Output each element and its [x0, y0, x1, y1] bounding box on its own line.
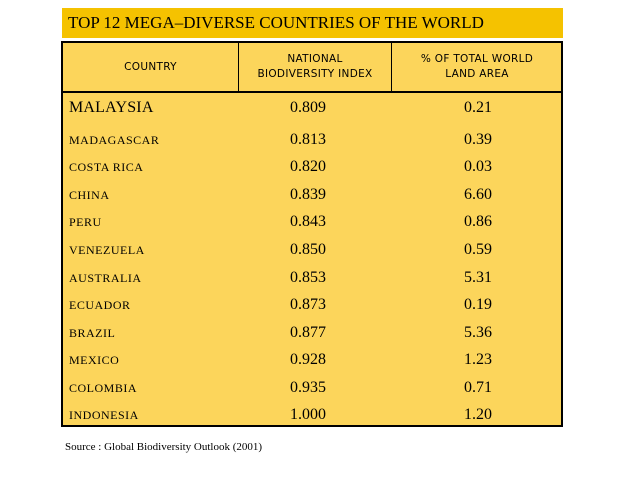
land-area-cell: 6.60: [464, 186, 492, 203]
biodiversity-index-cell: 1.000: [290, 406, 326, 423]
header-country: COUNTRY: [124, 60, 177, 73]
header-biodiversity-index: NATIONAL BIODIVERSITY INDEX: [239, 43, 391, 91]
table-row: ECUADOR 0.873 0.19: [63, 291, 561, 319]
country-cell: PERU: [69, 214, 102, 229]
land-area-cell: 1.23: [464, 351, 492, 368]
table-row: CHINA 0.839 6.60: [63, 181, 561, 209]
country-cell: CHINA: [69, 187, 110, 202]
biodiversity-index-cell: 0.813: [290, 131, 326, 148]
header-land-area-line2: LAND AREA: [445, 68, 509, 80]
header-land-area-line1: % OF TOTAL WORLD: [420, 53, 534, 65]
table-row: MEXICO 0.928 1.23: [63, 346, 561, 374]
table-row: BRAZIL 0.877 5.36: [63, 319, 561, 347]
table-row: PERU 0.843 0.86: [63, 208, 561, 236]
country-cell: MEXICO: [69, 352, 120, 367]
biodiversity-index-cell: 0.928: [290, 351, 326, 368]
biodiversity-index-cell: 0.853: [290, 269, 326, 286]
land-area-cell: 0.19: [464, 296, 492, 313]
land-area-cell: 0.59: [464, 241, 492, 258]
biodiversity-index-cell: 0.839: [290, 186, 326, 203]
biodiversity-index-cell: 0.850: [290, 241, 326, 258]
land-area-cell: 0.71: [464, 379, 492, 396]
land-area-cell: 0.86: [464, 213, 492, 230]
table-row: COSTA RICA 0.820 0.03: [63, 153, 561, 181]
land-area-cell: 5.36: [464, 324, 492, 341]
country-cell: AUSTRALIA: [69, 270, 142, 285]
country-cell: COSTA RICA: [69, 159, 144, 174]
header-separator: [63, 91, 561, 93]
page-title: TOP 12 MEGA–DIVERSE COUNTRIES OF THE WOR…: [68, 13, 484, 32]
table-row: INDONESIA 1.000 1.20: [63, 401, 561, 429]
country-cell: MALAYSIA: [69, 99, 154, 116]
country-cell: MADAGASCAR: [69, 132, 160, 147]
header-biodiversity-line1: NATIONAL: [287, 53, 343, 65]
land-area-cell: 0.03: [464, 158, 492, 175]
header-divider: [391, 43, 392, 91]
country-cell: COLOMBIA: [69, 380, 138, 395]
land-area-cell: 0.21: [464, 99, 492, 116]
header-divider: [238, 43, 239, 91]
biodiversity-index-cell: 0.809: [290, 99, 326, 116]
country-cell: ECUADOR: [69, 297, 131, 312]
biodiversity-index-cell: 0.843: [290, 213, 326, 230]
source-note: Source : Global Biodiversity Outlook (20…: [65, 441, 263, 453]
table-row: VENEZUELA 0.850 0.59: [63, 236, 561, 264]
biodiversity-index-cell: 0.877: [290, 324, 326, 341]
table-row: COLOMBIA 0.935 0.71: [63, 374, 561, 402]
biodiversity-index-cell: 0.820: [290, 158, 326, 175]
land-area-cell: 5.31: [464, 269, 492, 286]
biodiversity-index-cell: 0.873: [290, 296, 326, 313]
land-area-cell: 0.39: [464, 131, 492, 148]
table-row: AUSTRALIA 0.853 5.31: [63, 264, 561, 292]
biodiversity-index-cell: 0.935: [290, 379, 326, 396]
land-area-cell: 1.20: [464, 406, 492, 423]
country-cell: VENEZUELA: [69, 242, 145, 257]
table-row: MALAYSIA 0.809 0.21: [63, 94, 561, 122]
table-row: MADAGASCAR 0.813 0.39: [63, 126, 561, 154]
country-cell: BRAZIL: [69, 325, 116, 340]
header-land-area: % OF TOTAL WORLD LAND AREA: [392, 43, 562, 91]
countries-table: COUNTRY NATIONAL BIODIVERSITY INDEX % OF…: [61, 41, 563, 427]
country-cell: INDONESIA: [69, 407, 139, 422]
title-bar: TOP 12 MEGA–DIVERSE COUNTRIES OF THE WOR…: [62, 8, 563, 38]
header-biodiversity-line2: BIODIVERSITY INDEX: [257, 68, 373, 80]
